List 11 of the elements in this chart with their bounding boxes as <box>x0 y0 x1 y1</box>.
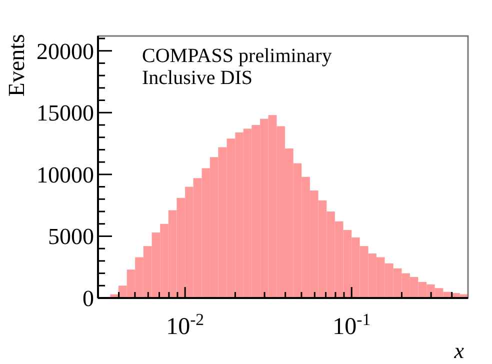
y-axis-title: Events <box>4 34 29 97</box>
y-tick-label: 15000 <box>36 100 94 126</box>
y-tick-label: 0 <box>82 286 94 311</box>
x-tick-label: 10$^{-1}$ <box>332 310 371 340</box>
x-tick-label: 10$^{-2}$ <box>166 310 204 340</box>
annotation: COMPASS preliminary <box>142 45 332 67</box>
y-tick-label: 20000 <box>36 38 94 64</box>
x-axis-title: x <box>453 338 464 363</box>
y-tick-label: 10000 <box>36 162 94 188</box>
y-tick-label: 5000 <box>48 224 94 250</box>
annotation: Inclusive DIS <box>142 67 253 89</box>
